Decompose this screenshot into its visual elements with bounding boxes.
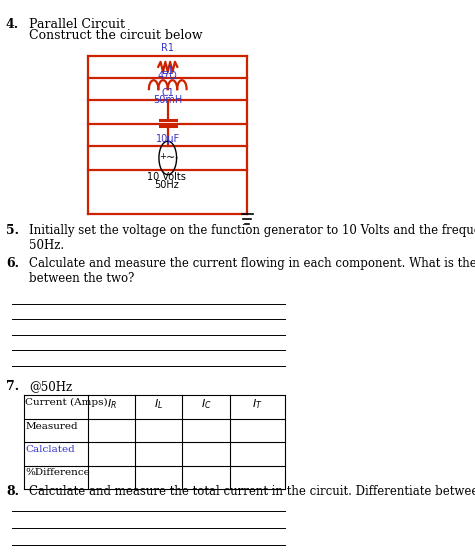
Text: Calculate and measure the current flowing in each component. What is the differe: Calculate and measure the current flowin… [29,257,475,285]
Text: 5.: 5. [6,224,19,237]
Text: Construct the circuit below: Construct the circuit below [29,29,203,42]
Text: Calculate and measure the total current in the circuit. Differentiate between th: Calculate and measure the total current … [29,485,475,497]
Text: 4.: 4. [6,18,19,31]
Text: Parallel Circuit: Parallel Circuit [29,18,125,31]
Text: 10μF: 10μF [156,134,180,144]
Text: L1: L1 [162,66,173,76]
Text: ~: ~ [166,153,175,163]
Text: 10 Volts: 10 Volts [147,172,186,182]
Text: Initially set the voltage on the function generator to 10 Volts and the frequenc: Initially set the voltage on the functio… [29,224,475,252]
Text: $I_R$: $I_R$ [107,398,117,412]
Text: @50Hz: @50Hz [29,380,73,393]
Text: Calclated: Calclated [25,445,75,454]
Text: +: + [160,152,166,162]
Text: 7.: 7. [6,380,19,393]
Text: Measured: Measured [25,422,77,431]
Text: %Difference: %Difference [25,468,90,477]
Text: 50mH: 50mH [153,95,182,105]
Text: 8.: 8. [6,485,19,497]
Text: 50Hz: 50Hz [154,180,179,190]
Text: $I_L$: $I_L$ [154,398,163,412]
Text: 47Ω: 47Ω [158,71,178,81]
Text: Current (Amps): Current (Amps) [25,398,108,407]
Text: $I_C$: $I_C$ [200,398,211,412]
Text: C1: C1 [162,88,174,98]
Text: $I_T$: $I_T$ [252,398,263,412]
Text: R1: R1 [161,43,174,53]
Text: 6.: 6. [6,257,19,270]
